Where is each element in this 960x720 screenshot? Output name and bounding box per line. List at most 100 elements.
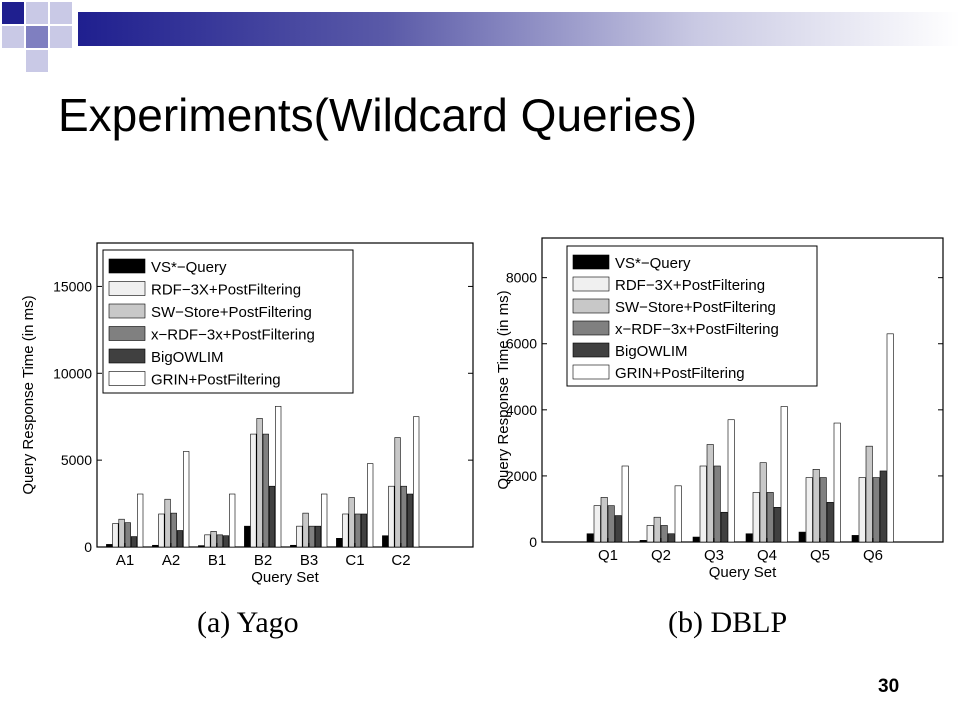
bar — [275, 405, 282, 548]
bar — [124, 522, 131, 548]
bar — [720, 511, 728, 543]
bar — [210, 531, 217, 548]
bar — [879, 470, 887, 543]
legend-label: BigOWLIM — [151, 349, 224, 366]
bar — [865, 445, 873, 543]
bar — [819, 477, 827, 543]
x-tick-label: Q4 — [757, 547, 777, 564]
bar — [858, 477, 866, 543]
bar — [812, 469, 820, 543]
bar — [198, 545, 205, 548]
bar — [216, 534, 223, 548]
bar — [639, 540, 647, 543]
bar — [290, 544, 297, 548]
legend-label: VS*−Query — [151, 259, 227, 276]
bar — [413, 416, 420, 548]
y-axis-label: Query Response Time (in ms) — [20, 295, 37, 494]
legend-swatch — [108, 348, 146, 364]
bar — [713, 465, 721, 543]
header-square — [26, 26, 48, 48]
bar — [118, 518, 125, 548]
bar — [692, 536, 700, 543]
header-square — [2, 2, 24, 24]
y-tick-label: 6000 — [506, 336, 537, 352]
x-tick-label: Q2 — [651, 547, 671, 564]
bar — [106, 544, 113, 548]
legend-label: RDF−3X+PostFiltering — [151, 282, 301, 299]
bar — [360, 513, 368, 548]
x-tick-label: B3 — [300, 552, 318, 569]
legend-box — [566, 245, 818, 387]
bar — [833, 422, 841, 543]
x-tick-label: Q3 — [704, 547, 724, 564]
y-tick-label: 8000 — [506, 270, 537, 286]
bar — [170, 512, 177, 548]
bar — [766, 492, 774, 543]
bar — [727, 419, 735, 543]
bar — [759, 462, 767, 543]
bar — [586, 533, 594, 543]
legend-swatch — [572, 276, 610, 292]
bar — [752, 492, 760, 543]
legend-box — [102, 249, 354, 394]
bar — [268, 485, 276, 548]
bar — [308, 525, 315, 548]
x-axis-label: Query Set — [709, 564, 777, 581]
y-axis-label: Query Response Time (in ms) — [495, 290, 512, 489]
chart-dblp: 0 2000 4000 6000 8000 Q1 Q2 Q3 Q4 Q5 Q6 Query Set Qu… — [495, 237, 944, 581]
bar — [805, 477, 813, 543]
bar — [660, 525, 668, 543]
bar — [204, 534, 211, 548]
legend-swatch — [108, 258, 146, 274]
bar — [302, 512, 309, 548]
bar — [314, 525, 322, 548]
y-tick-label: 15000 — [53, 278, 92, 294]
legend-label: VS*−Query — [615, 255, 691, 272]
x-tick-label: B2 — [254, 552, 272, 569]
bar — [250, 433, 257, 548]
x-tick-label: Q6 — [863, 547, 883, 564]
header-square — [50, 26, 72, 48]
bar — [667, 533, 675, 543]
legend-swatch — [108, 371, 146, 386]
bar — [130, 536, 138, 548]
bar — [262, 433, 269, 548]
bar — [607, 505, 615, 543]
y-tick-label: 4000 — [506, 402, 537, 418]
bar — [158, 513, 165, 548]
legend-label: GRIN+PostFiltering — [615, 365, 745, 382]
x-axis-label: Query Set — [251, 569, 319, 586]
bar — [706, 444, 714, 543]
bar — [348, 497, 355, 548]
bar — [164, 498, 171, 548]
bar — [674, 485, 682, 543]
x-tick-label: Q5 — [810, 547, 830, 564]
chart-yago: 0 5000 10000 15000 A1 A2 B1 B2 B3 C1 C2 Query Set Qu… — [20, 242, 474, 586]
legend-swatch — [108, 281, 146, 296]
caption-dblp: (b) DBLP — [668, 606, 788, 639]
bar — [745, 533, 753, 543]
x-tick-label: B1 — [208, 552, 226, 569]
page-number: 30 — [878, 676, 900, 697]
bar — [872, 477, 880, 543]
bar — [367, 463, 374, 548]
legend-label: GRIN+PostFiltering — [151, 372, 281, 389]
bar — [773, 507, 781, 543]
y-tick-label: 5000 — [61, 452, 92, 468]
y-tick-label: 0 — [84, 539, 92, 555]
bar — [256, 418, 263, 548]
bar — [780, 406, 788, 543]
bar — [388, 485, 395, 548]
bar — [183, 451, 190, 548]
legend-swatch — [108, 326, 146, 341]
header-square — [50, 2, 72, 24]
legend-label: BigOWLIM — [615, 343, 688, 360]
bar — [342, 513, 349, 548]
x-tick-label: Q1 — [598, 547, 618, 564]
x-tick-label: A1 — [116, 552, 134, 569]
slide-title: Experiments(Wildcard Queries) — [58, 89, 698, 141]
y-tick-label: 2000 — [506, 468, 537, 484]
bar — [600, 497, 608, 543]
x-tick-label: C2 — [391, 552, 410, 569]
bar — [222, 535, 230, 548]
